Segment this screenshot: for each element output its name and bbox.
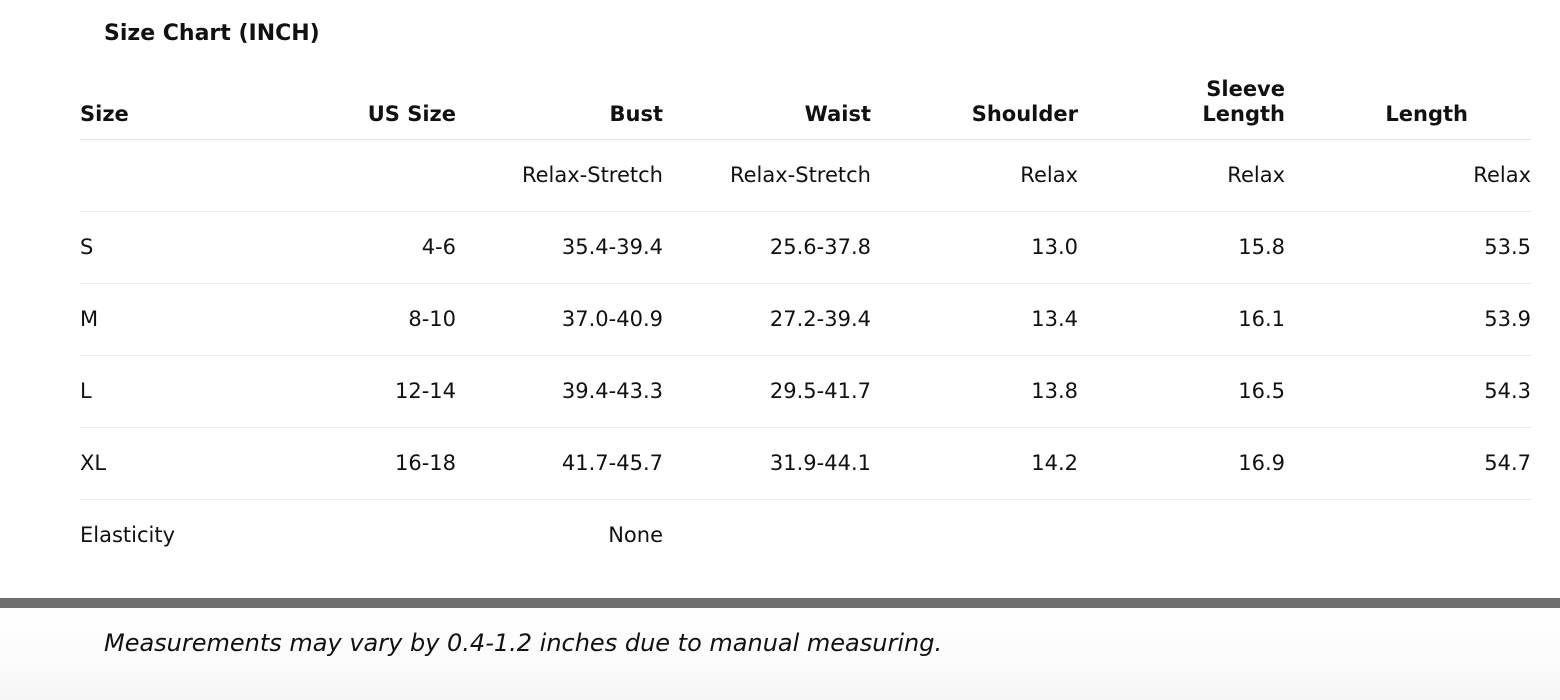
- table-header-row: Size US Size Bust Waist Shoulder Sleeve …: [80, 68, 1531, 140]
- fit-sleeve-length-cell: Relax: [1078, 139, 1285, 212]
- waist-cell: 31.9-44.1: [663, 427, 871, 500]
- bust-cell: 41.7-45.7: [456, 427, 663, 500]
- header-size: Size: [80, 68, 238, 140]
- size-cell: M: [80, 283, 238, 356]
- header-sleeve-length-line1: Sleeve: [1206, 76, 1285, 101]
- shoulder-cell: 13.8: [871, 355, 1078, 428]
- length-cell: 54.7: [1285, 427, 1531, 500]
- size-chart-title: Size Chart (INCH): [104, 21, 320, 46]
- table-row: XL 16-18 41.7-45.7 31.9-44.1 14.2 16.9 5…: [80, 427, 1531, 500]
- header-sleeve-length: Sleeve Length: [1078, 68, 1285, 140]
- fit-us-size-cell: [238, 139, 456, 212]
- fit-waist-cell: Relax-Stretch: [663, 139, 871, 212]
- us-size-cell: 4-6: [238, 211, 456, 284]
- header-shoulder: Shoulder: [871, 68, 1078, 140]
- bust-cell: 35.4-39.4: [456, 211, 663, 284]
- shoulder-cell: 13.4: [871, 283, 1078, 356]
- us-size-cell: 16-18: [238, 427, 456, 500]
- header-waist: Waist: [663, 68, 871, 140]
- table-row: S 4-6 35.4-39.4 25.6-37.8 13.0 15.8 53.5: [80, 211, 1531, 284]
- measurement-note-panel: Measurements may vary by 0.4-1.2 inches …: [0, 608, 1560, 700]
- elasticity-label: Elasticity: [80, 523, 176, 548]
- sleeve-length-cell: 16.1: [1078, 283, 1285, 356]
- us-size-cell: 12-14: [238, 355, 456, 428]
- header-bust: Bust: [456, 68, 663, 140]
- sleeve-length-cell: 16.5: [1078, 355, 1285, 428]
- sleeve-length-cell: 16.9: [1078, 427, 1285, 500]
- section-divider: [0, 598, 1560, 608]
- elasticity-empty-cell: [871, 499, 1078, 571]
- header-length: Length: [1285, 68, 1531, 140]
- size-cell: S: [80, 211, 238, 284]
- sleeve-length-cell: 15.8: [1078, 211, 1285, 284]
- length-cell: 54.3: [1285, 355, 1531, 428]
- length-cell: 53.5: [1285, 211, 1531, 284]
- table-row: L 12-14 39.4-43.3 29.5-41.7 13.8 16.5 54…: [80, 355, 1531, 428]
- header-us-size: US Size: [238, 68, 456, 140]
- length-cell: 53.9: [1285, 283, 1531, 356]
- header-sleeve-length-line2: Length: [1202, 101, 1285, 126]
- fit-length-cell: Relax: [1285, 139, 1531, 212]
- bust-cell: 39.4-43.3: [456, 355, 663, 428]
- size-chart-panel: Size Chart (INCH) Size US Size Bust Wais…: [80, 21, 1531, 571]
- elasticity-empty-cell: [1285, 499, 1531, 571]
- us-size-cell: 8-10: [238, 283, 456, 356]
- fit-type-row: Relax-Stretch Relax-Stretch Relax Relax …: [80, 139, 1531, 212]
- measurement-note: Measurements may vary by 0.4-1.2 inches …: [104, 629, 943, 657]
- size-chart-table: Size US Size Bust Waist Shoulder Sleeve …: [80, 68, 1531, 571]
- size-cell: L: [80, 355, 238, 428]
- elasticity-empty-cell: [663, 499, 871, 571]
- shoulder-cell: 13.0: [871, 211, 1078, 284]
- waist-cell: 25.6-37.8: [663, 211, 871, 284]
- table-row: M 8-10 37.0-40.9 27.2-39.4 13.4 16.1 53.…: [80, 283, 1531, 356]
- bust-cell: 37.0-40.9: [456, 283, 663, 356]
- elasticity-row: Elasticity None: [80, 499, 1531, 571]
- shoulder-cell: 14.2: [871, 427, 1078, 500]
- fit-size-cell: [80, 139, 238, 212]
- waist-cell: 27.2-39.4: [663, 283, 871, 356]
- elasticity-value: None: [608, 523, 663, 548]
- size-cell: XL: [80, 427, 238, 500]
- waist-cell: 29.5-41.7: [663, 355, 871, 428]
- elasticity-empty-cell: [1078, 499, 1285, 571]
- fit-shoulder-cell: Relax: [871, 139, 1078, 212]
- fit-bust-cell: Relax-Stretch: [456, 139, 663, 212]
